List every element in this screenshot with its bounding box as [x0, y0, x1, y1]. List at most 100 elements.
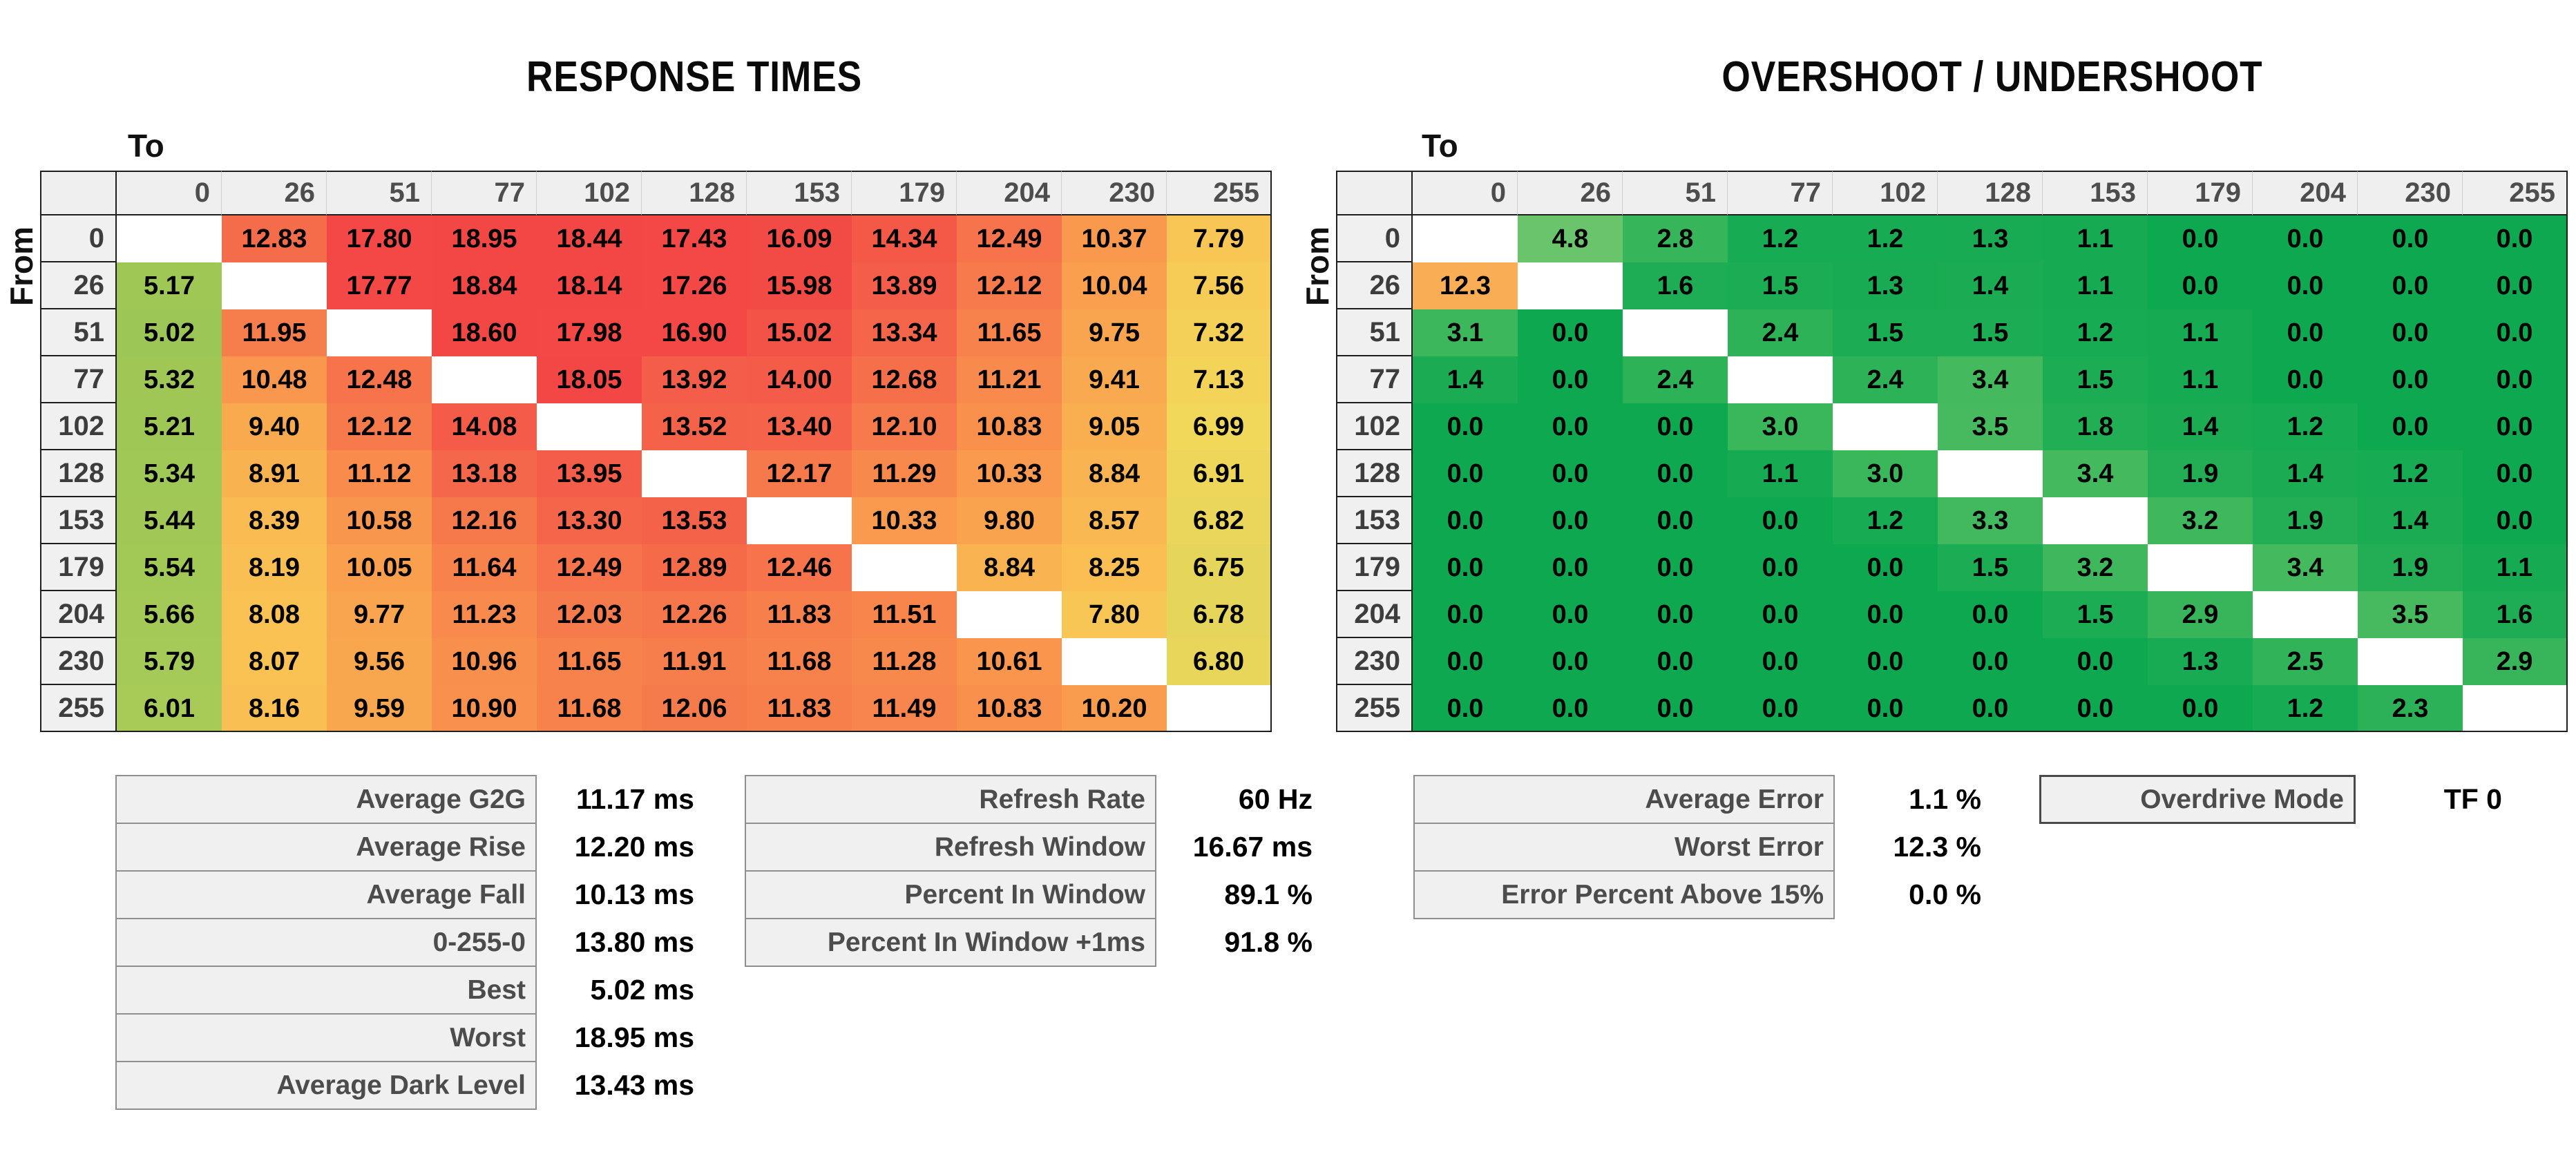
- heatmap-cell: 1.4: [2253, 450, 2358, 497]
- column-header: 230: [1062, 171, 1167, 215]
- column-header: 0: [1413, 171, 1518, 215]
- stat-label: Refresh Window: [745, 823, 1156, 872]
- heatmap-cell: 0.0: [1518, 450, 1623, 497]
- row-header: 255: [40, 685, 117, 732]
- heatmap-cell: 16.09: [747, 215, 852, 262]
- diagonal-cell: [1167, 685, 1272, 732]
- stat-row: Worst Error 12.3 %: [1413, 823, 1981, 872]
- heatmap-cell: 3.4: [2043, 450, 2148, 497]
- heatmap-cell: 2.4: [1623, 356, 1728, 403]
- heatmap-cell: 1.4: [2358, 497, 2463, 544]
- heatmap-cell: 5.21: [117, 403, 222, 450]
- diagonal-cell: [957, 591, 1062, 638]
- column-header: 153: [2043, 171, 2148, 215]
- heatmap-cell: 8.39: [222, 497, 327, 544]
- heatmap-cell: 17.43: [642, 215, 747, 262]
- heatmap-cell: 12.48: [327, 356, 432, 403]
- heatmap-cell: 12.49: [957, 215, 1062, 262]
- heatmap-cell: 0.0: [2463, 356, 2568, 403]
- heatmap-cell: 12.26: [642, 591, 747, 638]
- stat-row: Percent In Window +1ms 91.8 %: [745, 918, 1313, 967]
- row-header: 179: [1336, 544, 1413, 591]
- row-header: 255: [1336, 685, 1413, 732]
- heatmap-cell: 1.2: [2253, 685, 2358, 732]
- heatmap-cell: 12.3: [1413, 262, 1518, 309]
- diagonal-cell: [222, 262, 327, 309]
- heatmap-cell: 13.89: [852, 262, 957, 309]
- diagonal-cell: [2148, 544, 2253, 591]
- column-header: 128: [642, 171, 747, 215]
- heatmap-cell: 0.0: [1413, 497, 1518, 544]
- heatmap-cell: 3.0: [1728, 403, 1833, 450]
- column-header: 204: [2253, 171, 2358, 215]
- overshoot-title: OVERSHOOT / UNDERSHOOT: [1721, 53, 2263, 101]
- column-header: 26: [222, 171, 327, 215]
- heatmap-cell: 13.40: [747, 403, 852, 450]
- heatmap-cell: 3.3: [1938, 497, 2043, 544]
- row-header: 204: [40, 591, 117, 638]
- heatmap-cell: 0.0: [1413, 403, 1518, 450]
- heatmap-cell: 14.00: [747, 356, 852, 403]
- heatmap-cell: 3.2: [2148, 497, 2253, 544]
- heatmap-cell: 5.44: [117, 497, 222, 544]
- heatmap-cell: 11.65: [957, 309, 1062, 356]
- heatmap-cell: 10.61: [957, 638, 1062, 685]
- heatmap-cell: 11.29: [852, 450, 957, 497]
- heatmap-cell: 18.05: [537, 356, 642, 403]
- stat-value: 18.95 ms: [574, 1021, 694, 1053]
- heatmap-cell: 0.0: [1833, 544, 1938, 591]
- heatmap-cell: 0.0: [1623, 403, 1728, 450]
- heatmap-cell: 9.59: [327, 685, 432, 732]
- heatmap-cell: 1.6: [1623, 262, 1728, 309]
- diagonal-cell: [2253, 591, 2358, 638]
- row-header: 26: [1336, 262, 1413, 309]
- heatmap-cell: 8.84: [1062, 450, 1167, 497]
- heatmap-cell: 8.84: [957, 544, 1062, 591]
- heatmap-cell: 0.0: [2463, 309, 2568, 356]
- heatmap-cell: 1.8: [2043, 403, 2148, 450]
- heatmap-cell: 0.0: [1833, 685, 1938, 732]
- heatmap-cell: 10.05: [327, 544, 432, 591]
- heatmap-cell: 0.0: [2253, 309, 2358, 356]
- corner-cell: [40, 171, 117, 215]
- heatmap-cell: 11.49: [852, 685, 957, 732]
- heatmap-cell: 11.51: [852, 591, 957, 638]
- heatmap-cell: 1.5: [1938, 544, 2043, 591]
- diagonal-cell: [2043, 497, 2148, 544]
- heatmap-cell: 13.34: [852, 309, 957, 356]
- heatmap-cell: 2.9: [2148, 591, 2253, 638]
- heatmap-cell: 8.91: [222, 450, 327, 497]
- column-header: 179: [852, 171, 957, 215]
- heatmap-cell: 2.5: [2253, 638, 2358, 685]
- row-header: 26: [40, 262, 117, 309]
- heatmap-cell: 2.3: [2358, 685, 2463, 732]
- heatmap-cell: 1.1: [2043, 262, 2148, 309]
- heatmap-cell: 8.19: [222, 544, 327, 591]
- heatmap-cell: 11.64: [432, 544, 537, 591]
- stat-value: 60 Hz: [1238, 783, 1313, 815]
- heatmap-cell: 13.18: [432, 450, 537, 497]
- heatmap-cell: 14.08: [432, 403, 537, 450]
- heatmap-cell: 9.75: [1062, 309, 1167, 356]
- heatmap-cell: 10.96: [432, 638, 537, 685]
- heatmap-cell: 0.0: [1623, 638, 1728, 685]
- stat-value: 13.80 ms: [574, 926, 694, 958]
- heatmap-cell: 8.25: [1062, 544, 1167, 591]
- diagonal-cell: [2463, 685, 2568, 732]
- heatmap-cell: 6.01: [117, 685, 222, 732]
- row-header: 179: [40, 544, 117, 591]
- stat-row: Average Rise 12.20 ms: [115, 823, 694, 872]
- heatmap-cell: 12.16: [432, 497, 537, 544]
- diagonal-cell: [327, 309, 432, 356]
- heatmap-cell: 0.0: [1623, 544, 1728, 591]
- heatmap-cell: 0.0: [1518, 638, 1623, 685]
- row-header: 51: [1336, 309, 1413, 356]
- column-header: 77: [1728, 171, 1833, 215]
- stat-row: Error Percent Above 15% 0.0 %: [1413, 870, 1981, 919]
- row-header: 0: [1336, 215, 1413, 262]
- heatmap-cell: 1.4: [2148, 403, 2253, 450]
- overdrive-mode-table: Overdrive Mode TF 0: [2039, 775, 2502, 824]
- stat-value: 0.0 %: [1909, 879, 1981, 910]
- heatmap-cell: 1.2: [2253, 403, 2358, 450]
- heatmap-cell: 12.89: [642, 544, 747, 591]
